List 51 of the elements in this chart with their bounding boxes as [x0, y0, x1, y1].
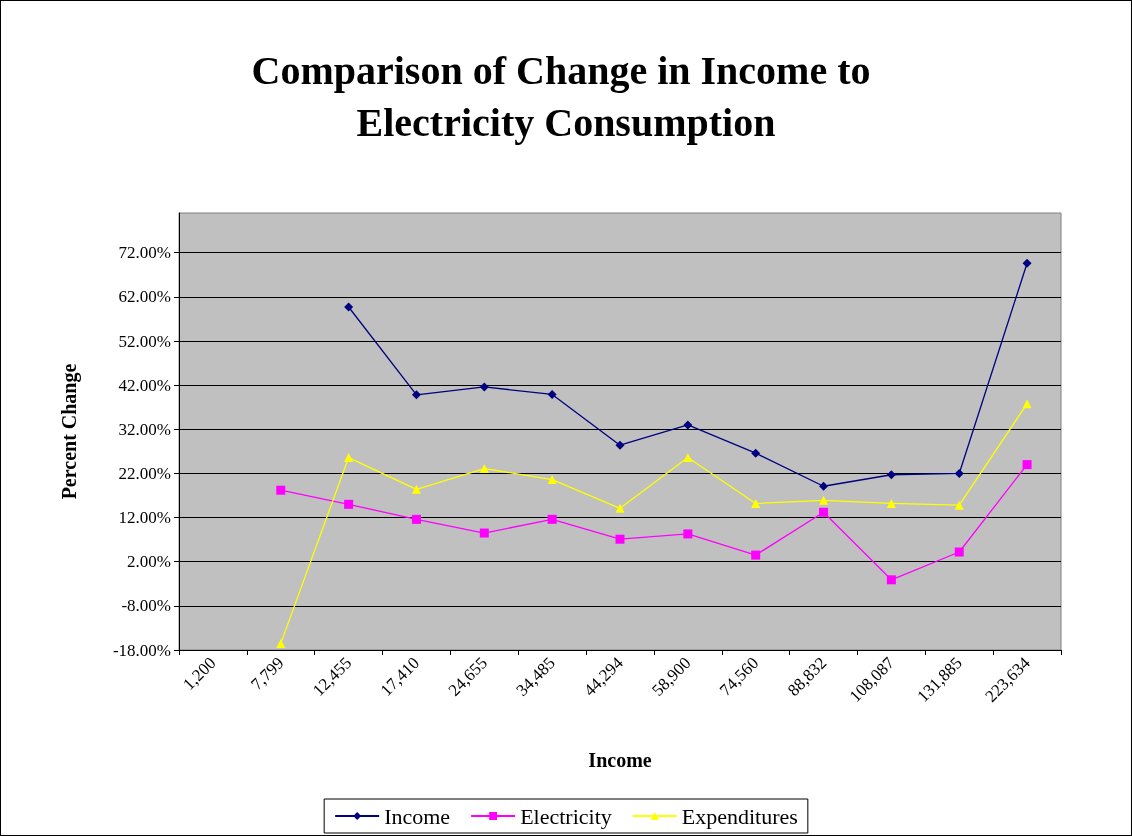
point [751, 498, 761, 508]
point [479, 382, 489, 392]
point [547, 475, 557, 485]
point [479, 528, 489, 538]
y-tick-label: 62.00% [118, 287, 171, 307]
point [751, 550, 761, 560]
y-tick-label: 32.00% [118, 419, 171, 439]
point [886, 498, 896, 508]
point [819, 481, 829, 491]
point [683, 420, 693, 430]
point [344, 499, 354, 509]
point [819, 495, 829, 505]
point [1022, 460, 1032, 470]
y-tick-label: 22.00% [118, 463, 171, 483]
legend-label: Expenditures [681, 803, 798, 829]
point [751, 448, 761, 458]
y-tick-label: 2.00% [127, 552, 171, 572]
y-tick-label: 72.00% [118, 243, 171, 263]
y-tick-label: -8.00% [121, 596, 171, 616]
point [344, 453, 354, 463]
point [411, 514, 421, 524]
point [954, 468, 964, 478]
x-axis-title: Income [588, 749, 652, 771]
point [819, 507, 829, 517]
point [615, 534, 625, 544]
point [411, 390, 421, 400]
point [886, 575, 896, 585]
y-tick-label: 42.00% [118, 375, 171, 395]
point [276, 485, 286, 495]
y-tick-label: -18.00% [112, 640, 171, 660]
point [1022, 399, 1032, 409]
point [1022, 258, 1032, 268]
point [547, 514, 557, 524]
legend-label: Income [384, 803, 451, 829]
point [886, 470, 896, 480]
point [683, 529, 693, 539]
y-axis-title: Percent Change [58, 363, 81, 500]
y-tick-label: 12.00% [118, 508, 171, 528]
point [954, 547, 964, 557]
point [615, 440, 625, 450]
point [547, 389, 557, 399]
point [276, 638, 286, 648]
point [411, 484, 421, 494]
point [615, 503, 625, 513]
point [683, 453, 693, 463]
chart-title: Comparison of Change in Income to Electricity Consumption [251, 47, 881, 145]
legend-label: Electricity [520, 803, 612, 829]
point [954, 500, 964, 510]
point [479, 464, 489, 474]
point [344, 302, 354, 312]
y-tick-label: 52.00% [118, 331, 171, 351]
